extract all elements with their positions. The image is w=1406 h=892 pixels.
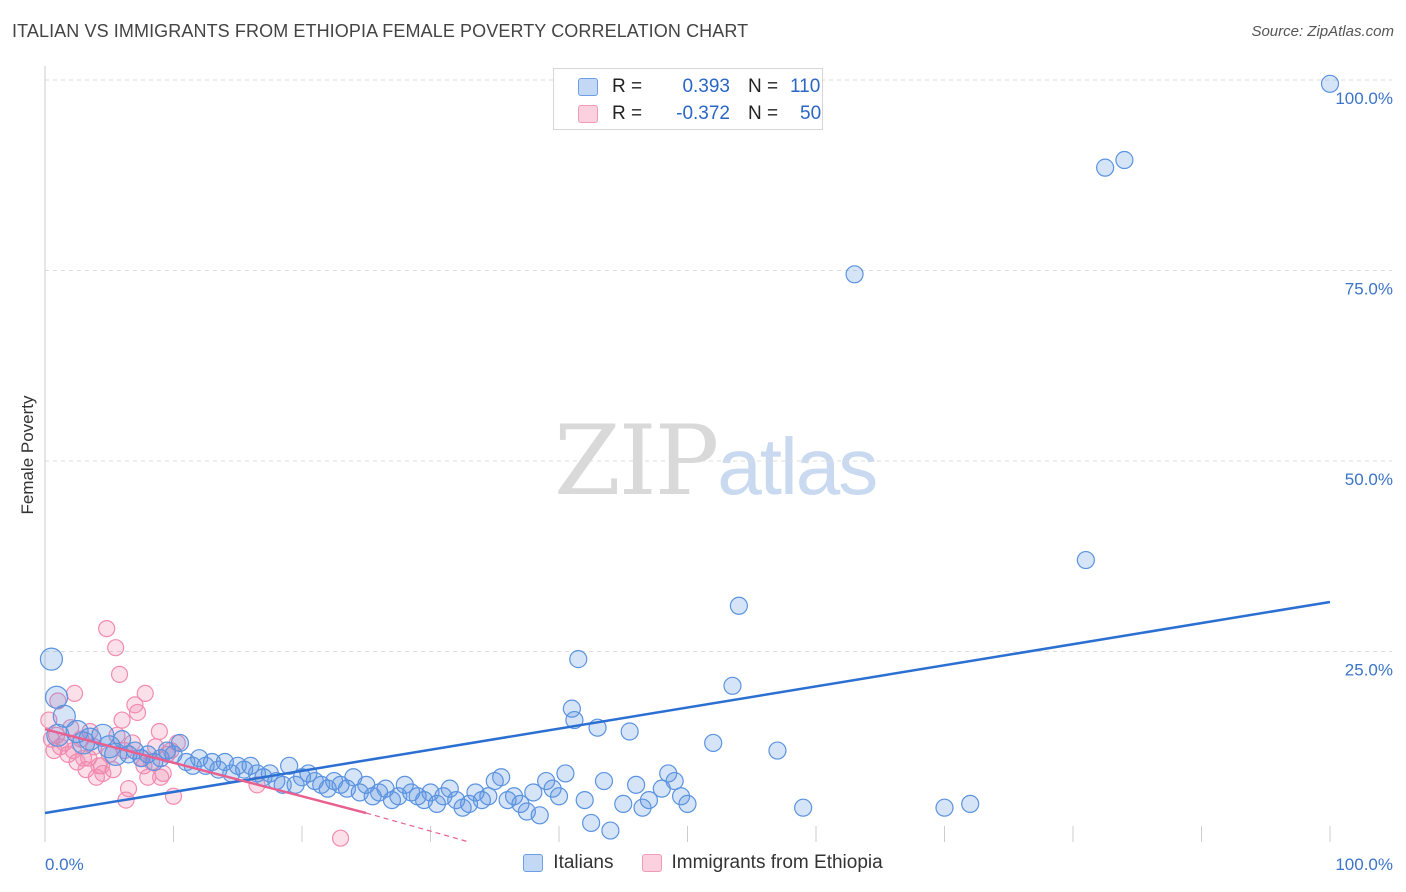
italians-point	[723, 676, 742, 695]
ethiopia-point	[128, 703, 147, 722]
ethiopia-point	[113, 711, 131, 729]
italians-point	[537, 771, 556, 791]
italians-point	[659, 764, 678, 783]
n-value-ethiopia: 50	[800, 103, 822, 124]
italians-point	[530, 806, 549, 825]
x-tick-label: 100.0%	[1335, 855, 1393, 874]
y-axis-label: Female Poverty	[18, 395, 37, 515]
ethiopia-point	[152, 768, 170, 786]
italians-point	[678, 794, 697, 814]
ethiopia-swatch	[578, 105, 598, 123]
italians-point	[601, 821, 620, 840]
italians-point	[39, 647, 64, 671]
italians-point	[582, 813, 601, 833]
italians-point	[794, 798, 813, 817]
italians-point	[511, 794, 530, 814]
italians-point	[395, 775, 414, 794]
italians-point	[427, 794, 447, 814]
ethiopia-trend-line	[44, 728, 367, 815]
italians-point	[440, 779, 459, 798]
y-tick-label: 25.0%	[1345, 661, 1393, 680]
italians-point	[1096, 158, 1115, 177]
legend-item-ethiopia[interactable]: Immigrants from Ethiopia	[641, 852, 883, 874]
italians-point	[768, 741, 787, 760]
ethiopia-legend-swatch	[641, 854, 662, 872]
italians-point	[524, 783, 543, 802]
y-tick-label: 50.0%	[1345, 470, 1393, 489]
ethiopia-point	[98, 620, 116, 638]
ethiopia-point	[136, 684, 154, 703]
y-tick-label: 100.0%	[1335, 89, 1393, 108]
ethiopia-point	[92, 757, 111, 775]
legend-item-italians[interactable]: Italians	[523, 852, 614, 874]
n-label: N =	[748, 103, 779, 124]
italians-point	[280, 756, 299, 775]
italians-point	[479, 787, 498, 806]
italians-point	[1076, 550, 1095, 570]
italians-point	[71, 731, 96, 755]
italians-point	[620, 722, 639, 741]
italians-point	[492, 768, 511, 787]
italians-trend-line	[44, 600, 1331, 815]
italians-point	[241, 756, 260, 775]
italians-point	[575, 790, 594, 810]
italians-point	[52, 704, 76, 728]
ethiopia-trend-extension	[366, 812, 470, 843]
italians-point	[639, 790, 659, 810]
italians-point	[504, 787, 524, 806]
x-tick-label: 0.0%	[45, 855, 84, 874]
legend-row-italians: R = 0.393 N = 110	[578, 75, 820, 99]
legend-row-ethiopia: R = -0.372 N = 50	[578, 102, 821, 126]
legend-label-italians: Italians	[553, 852, 614, 873]
italians-point	[665, 771, 684, 791]
n-label: N =	[748, 76, 779, 97]
italians-point	[626, 775, 646, 794]
italians-swatch	[578, 78, 598, 96]
italians-point	[569, 650, 588, 669]
italians-point	[704, 733, 723, 753]
italians-point	[202, 752, 222, 772]
italians-point	[1320, 74, 1340, 93]
italians-point	[112, 730, 132, 749]
italians-legend-swatch	[523, 854, 544, 872]
italians-point	[845, 265, 864, 284]
italians-point	[543, 779, 562, 798]
italians-point	[562, 699, 581, 718]
y-tick-label: 75.0%	[1345, 280, 1393, 299]
r-value-italians: 0.393	[682, 76, 730, 97]
chart-title: ITALIAN VS IMMIGRANTS FROM ETHIOPIA FEMA…	[12, 21, 749, 41]
italians-point	[935, 798, 954, 817]
italians-point	[633, 798, 652, 817]
italians-point	[729, 596, 749, 615]
source-credit: Source: ZipAtlas.com	[1251, 23, 1394, 40]
ethiopia-point	[150, 722, 168, 741]
italians-point	[671, 787, 691, 806]
r-label: R =	[612, 103, 643, 124]
correlation-legend: R = 0.393 N = 110 R = -0.372 N = 50	[553, 68, 823, 130]
n-value-italians: 110	[790, 76, 821, 97]
italians-point	[614, 794, 633, 814]
italians-point	[556, 764, 575, 783]
series-legend: Italians Immigrants from Ethiopia	[0, 852, 1406, 874]
italians-point	[549, 787, 569, 806]
italians-point	[1115, 150, 1134, 170]
ethiopia-point	[107, 639, 125, 657]
r-label: R =	[612, 76, 643, 97]
legend-label-ethiopia: Immigrants from Ethiopia	[671, 852, 883, 873]
ethiopia-point	[331, 829, 350, 847]
italians-point	[170, 733, 190, 753]
ethiopia-point	[65, 684, 84, 703]
italians-point	[961, 794, 980, 814]
ethiopia-point	[110, 665, 129, 683]
ethiopia-point	[119, 780, 138, 798]
r-value-ethiopia: -0.372	[676, 103, 730, 124]
italians-point	[594, 771, 614, 791]
